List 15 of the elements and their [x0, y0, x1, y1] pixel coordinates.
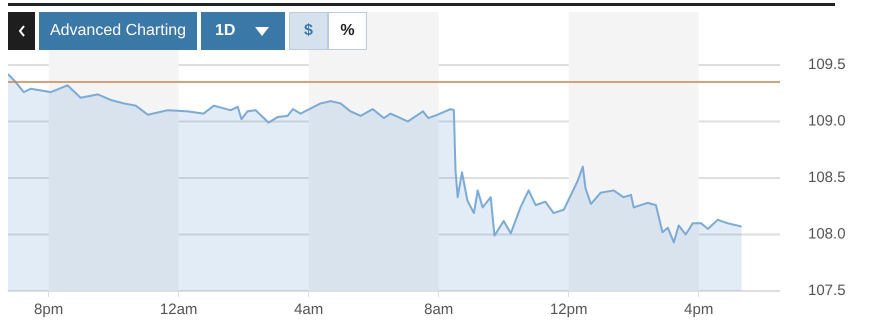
x-tick-label: 8pm: [34, 301, 64, 318]
y-tick-label: 107.5: [808, 282, 846, 300]
text: %: [340, 22, 355, 40]
x-tick-label: 12pm: [550, 301, 588, 318]
text: $: [304, 22, 313, 40]
x-tick-label: 8am: [424, 301, 454, 318]
y-tick-label: 108.5: [808, 169, 846, 186]
x-tick-label: 4pm: [684, 301, 714, 318]
y-tick-label: 109.5: [808, 56, 846, 74]
x-tick-label: 4am: [294, 301, 324, 318]
text: Advanced Charting: [50, 22, 186, 40]
y-tick-label: 109.0: [808, 112, 846, 130]
x-tick-label: 12am: [160, 301, 198, 318]
text: 1D: [215, 22, 236, 40]
y-tick-label: 108.0: [808, 226, 846, 243]
